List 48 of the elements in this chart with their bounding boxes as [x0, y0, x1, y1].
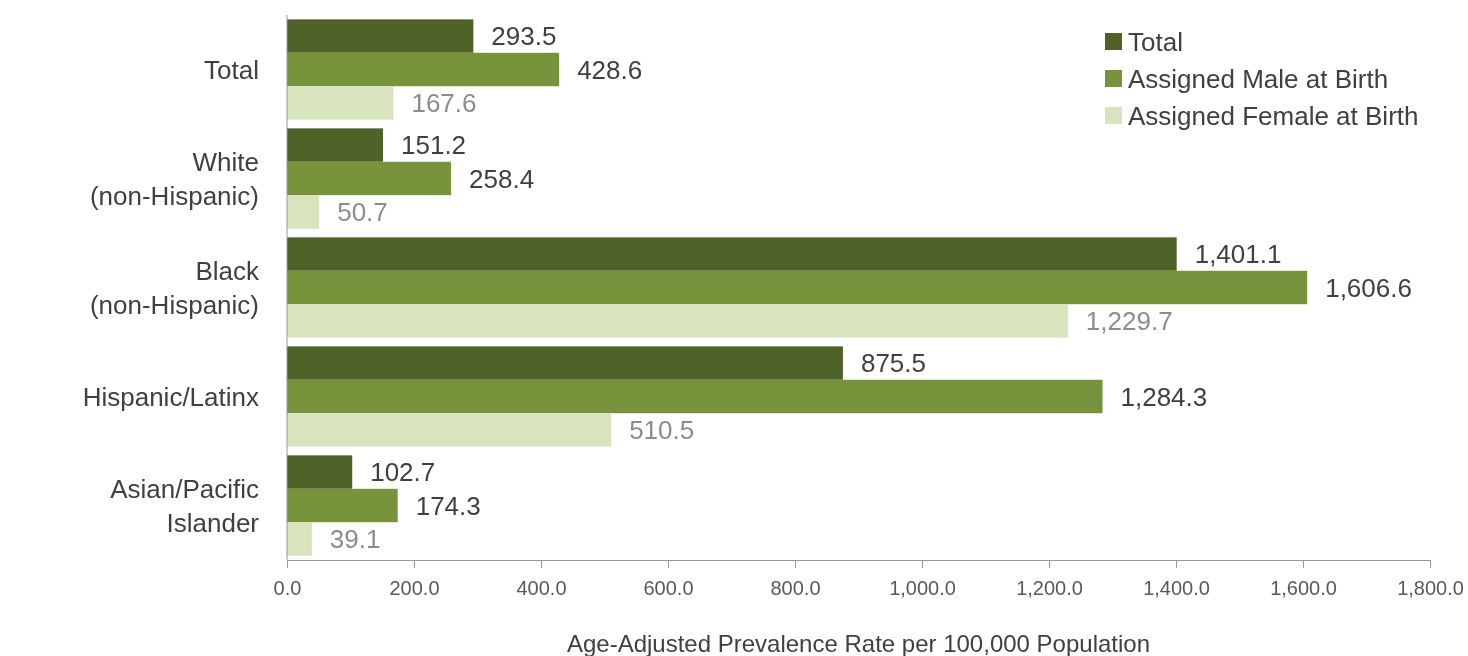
data-label: 875.5 [860, 348, 927, 379]
x-tick-label: 200.0 [389, 577, 440, 599]
bar [287, 488, 398, 523]
x-tick-label: 1,200.0 [1016, 577, 1083, 599]
legend-label: Assigned Female at Birth [1128, 101, 1419, 132]
x-tick-label: 1,000.0 [889, 577, 956, 599]
bar [287, 522, 312, 556]
legend-label: Total [1128, 27, 1183, 58]
bar [287, 455, 353, 489]
x-tick-label: 800.0 [770, 577, 821, 599]
y-tick-label: Black (non-Hispanic) [89, 255, 260, 320]
x-tick-label: 600.0 [643, 577, 694, 599]
x-tick-label: 1,400.0 [1143, 577, 1210, 599]
x-tick-label: 400.0 [516, 577, 567, 599]
data-label: 151.2 [401, 130, 467, 161]
data-label: 1,284.3 [1120, 381, 1208, 412]
data-label: 258.4 [469, 163, 535, 194]
bar [287, 346, 843, 380]
bar [287, 304, 1068, 338]
data-label: 1,229.7 [1085, 306, 1173, 337]
data-label: 1,401.1 [1194, 239, 1282, 270]
data-label: 428.6 [577, 54, 643, 85]
bar [287, 413, 612, 447]
data-label: 1,606.6 [1325, 272, 1412, 303]
data-label: 50.7 [337, 197, 388, 228]
data-label: 293.5 [491, 21, 557, 52]
x-tick-label: 0.0 [273, 577, 302, 599]
data-label: 167.6 [411, 88, 477, 119]
bar [287, 379, 1103, 414]
legend-label: Assigned Male at Birth [1128, 64, 1389, 95]
y-tick-label: Asian/Pacific Islander [110, 473, 260, 538]
y-tick-label: White (non-Hispanic) [89, 146, 259, 211]
x-tick-label: 1,600.0 [1270, 577, 1337, 599]
data-label: 102.7 [370, 457, 436, 488]
x-tick-label: 1,800.0 [1397, 577, 1464, 599]
bar [287, 161, 452, 196]
bar [287, 52, 560, 87]
bar [287, 128, 384, 162]
bar [287, 195, 320, 229]
bar [287, 237, 1177, 271]
bar [287, 270, 1308, 305]
data-label: 174.3 [415, 490, 481, 521]
y-tick-label: Total [204, 54, 259, 85]
y-tick-label: Hispanic/Latinx [82, 381, 259, 412]
bar [287, 19, 474, 53]
data-label: 510.5 [629, 415, 695, 446]
bar [287, 86, 394, 120]
data-label: 39.1 [329, 524, 381, 555]
